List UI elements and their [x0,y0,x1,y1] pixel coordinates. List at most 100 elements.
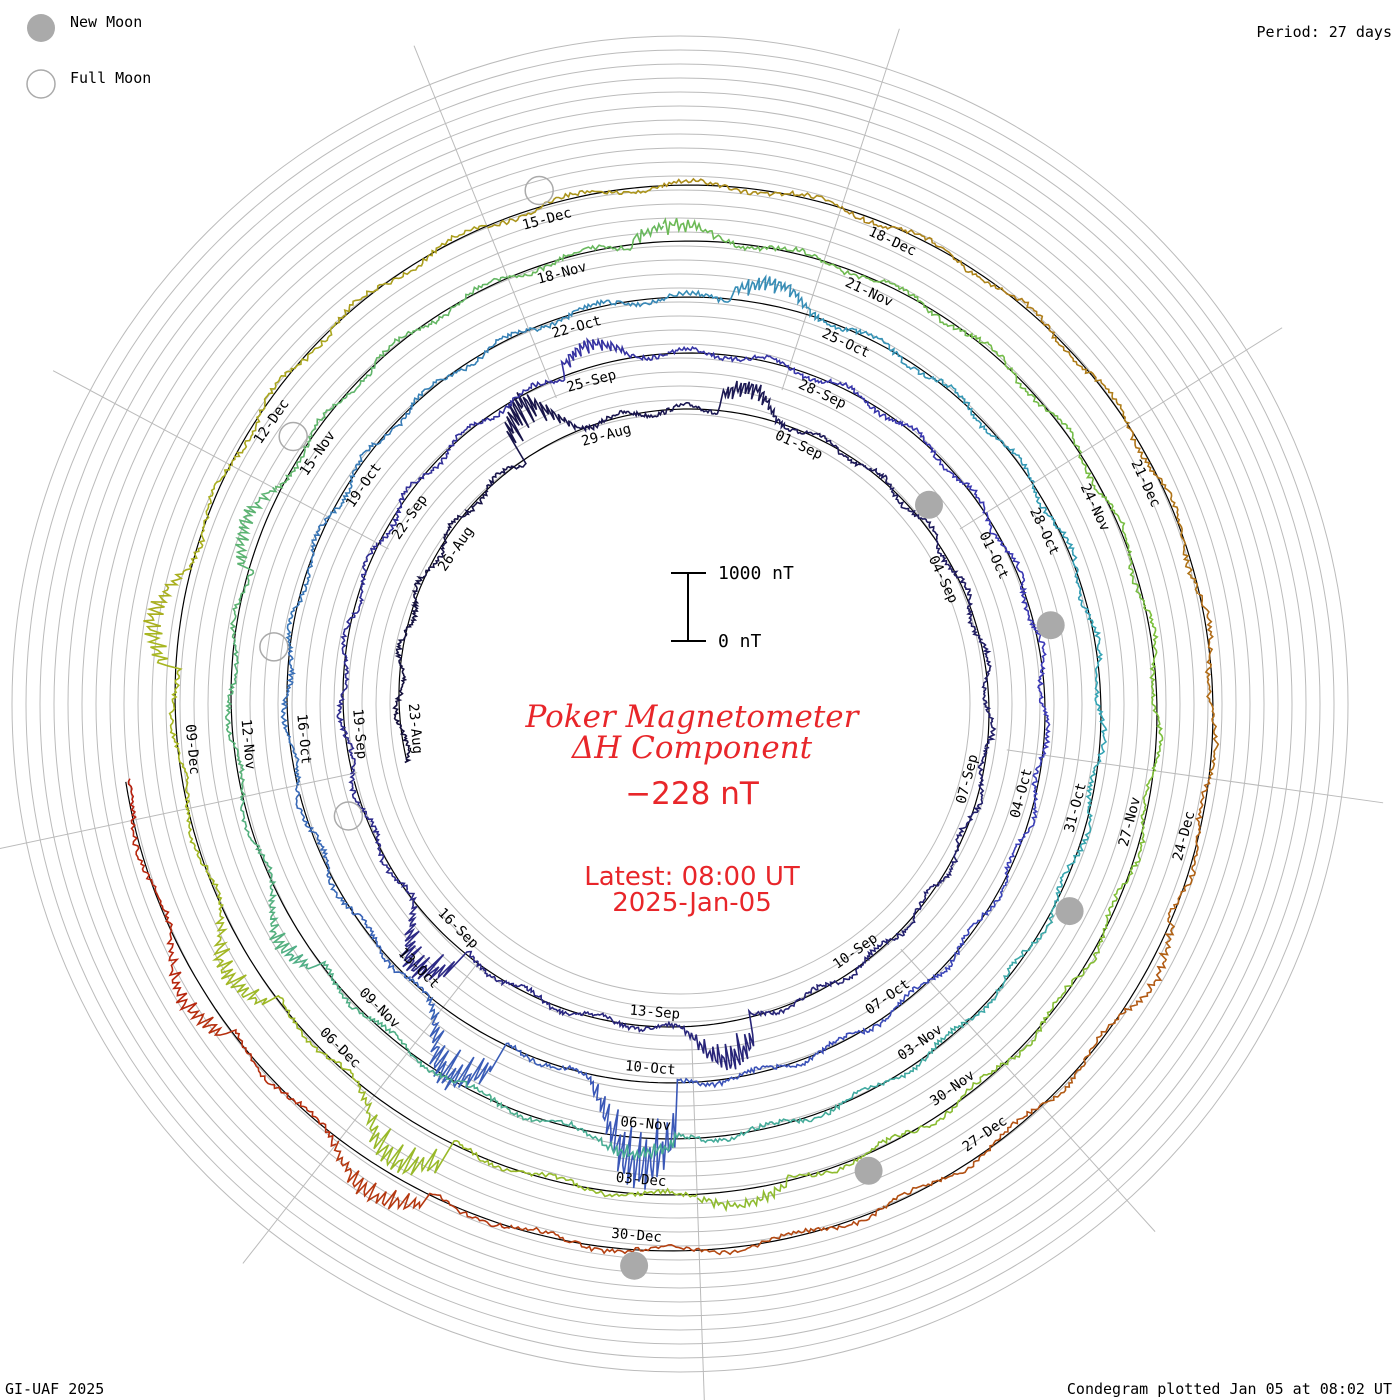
grid-spoke [0,772,358,850]
trace-segment [130,820,198,1013]
full-moon-marker [278,421,308,452]
trace-segment [396,879,479,981]
legend-markers [26,14,56,99]
trace-segment [280,945,410,1052]
grid-spoke [959,327,1283,530]
trace-segment [928,877,1009,981]
grid-spoke [900,948,1156,1232]
trace-segment [1003,928,1106,1066]
trace-segment [662,217,825,264]
trace-segment [187,1010,337,1148]
grid-layer [0,28,1384,1400]
trace-segment [274,365,376,490]
grid-circle [319,343,1041,1065]
chart-title: Poker Magnetometer [525,699,861,735]
scale-bar: 1000 nT 0 nT [671,563,794,652]
grid-spoke [691,1033,705,1400]
trace-segment [527,1171,698,1198]
date-tick-label: 10-Sep [830,930,881,972]
trace-segment [336,224,487,325]
trace-segment [295,785,353,910]
grid-spoke [781,28,900,391]
trace-segment [485,392,566,490]
trace-segment [410,328,530,408]
new-moon-marker [1055,897,1084,926]
date-tick-label: 09-Dec [182,724,203,776]
trace-segment [143,464,231,631]
trace-segment [448,379,551,448]
trace-segment [230,974,368,1106]
trace-segment [229,486,278,642]
grid-circle [179,203,1181,1205]
trace-segment [476,962,580,1017]
trace-segment [935,542,983,641]
legend-full-moon-label: Full Moon [70,69,152,87]
grid-circle [81,105,1279,1303]
date-tick-label: 24-Nov [1077,481,1113,534]
trace-segment [694,1102,843,1144]
new-moon-marker [1036,611,1065,640]
date-tick-label: 30-Dec [611,1226,663,1246]
trace-segment [549,337,668,385]
trace-segment [1033,628,1051,756]
trace-segment [427,490,489,572]
trace-segment [1158,778,1211,963]
date-tick-label: 29-Aug [580,421,633,450]
trace-segment [692,1050,821,1089]
trace-segment [841,1021,969,1105]
trace-segment [378,448,451,545]
trace-segment [544,1119,696,1162]
trace-segment [394,569,430,666]
grid-circle [137,161,1223,1247]
trace-segment [823,260,968,337]
date-tick-label: 10-Oct [624,1058,676,1078]
legend-new-moon-label: New Moon [70,13,143,31]
trace-segment [333,1140,510,1229]
latest-date: 2025-Jan-05 [612,888,772,918]
grid-circle [389,413,971,995]
trace-segment [808,307,935,380]
trace-segment [661,177,842,209]
data-trace [127,177,1220,1256]
grid-circle [109,133,1251,1275]
grid-circle [39,63,1321,1345]
trace-segment [561,1064,694,1190]
date-tick-label: 23-Aug [405,703,426,755]
trace-segment [1197,593,1220,779]
trace-segment [407,1051,545,1123]
trace-segment [392,663,412,764]
trace-segment [185,808,247,986]
trace-segment [144,628,191,810]
chart-subtitle: ΔH Component [571,730,813,766]
date-tick-label: 06-Nov [620,1114,672,1134]
date-tick-label: 28-Oct [1026,505,1062,558]
grid-circle [291,315,1069,1093]
full-moon-icon [26,69,56,99]
new-moon-marker [915,490,943,519]
grid-circle [25,49,1335,1359]
trace-segment [698,1207,884,1256]
trace-segment [127,778,137,822]
date-tick-label: 07-Oct [863,976,914,1018]
trace-segment [841,205,1004,291]
trace-segment [1002,289,1130,424]
full-moon-marker [259,632,289,662]
trace-segment [563,407,670,433]
grid-circle [165,189,1195,1219]
trace-segment [1078,453,1146,606]
trace-segment [978,639,997,748]
grid-circle [53,77,1307,1331]
grid-circle [11,35,1349,1373]
trace-segment [1031,483,1092,618]
trace-segment [1004,755,1045,879]
trace-segment [772,415,867,468]
trace-segment [788,367,902,425]
trace-segment [955,746,990,852]
scale-bottom-label: 0 nT [718,631,762,652]
new-moon-icon [27,14,55,42]
reference-baseline [125,781,134,821]
trace-segment [897,420,986,515]
date-tick-label: 22-Sep [389,492,431,543]
trace-segment [374,275,508,366]
